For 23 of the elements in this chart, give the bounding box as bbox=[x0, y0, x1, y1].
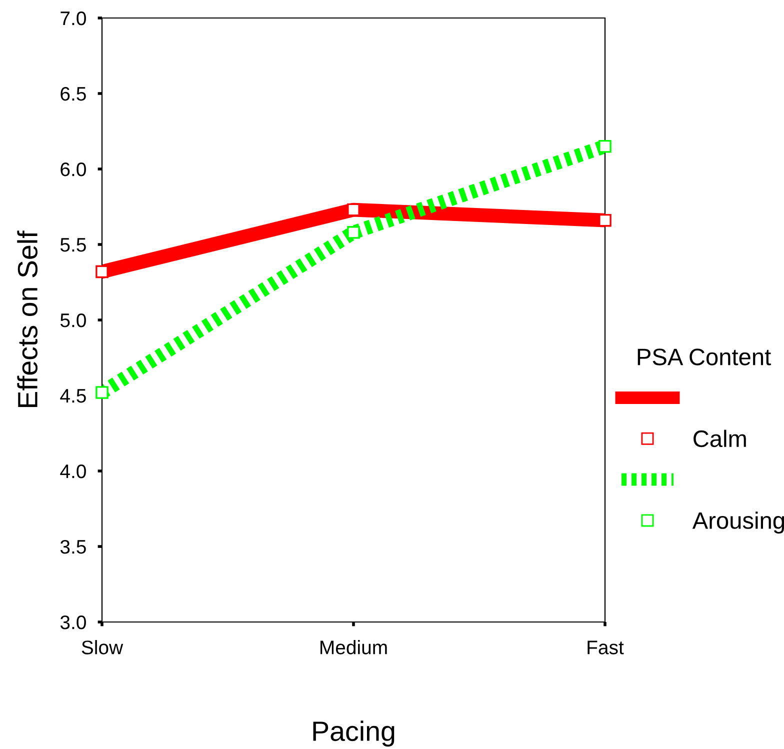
legend-title: PSA Content bbox=[638, 348, 771, 366]
y-tick-label: 4.5 bbox=[60, 389, 86, 403]
x-axis-title: Pacing bbox=[313, 720, 394, 747]
x-tick-label: Slow bbox=[82, 640, 124, 654]
y-axis-title: Effects on Self bbox=[17, 230, 38, 408]
y-tick-label: 6.5 bbox=[60, 86, 86, 101]
point bbox=[96, 265, 108, 278]
point bbox=[96, 386, 108, 399]
point bbox=[347, 226, 360, 239]
legend-label: Arousing bbox=[692, 512, 784, 534]
y-tick-label: 5.0 bbox=[60, 313, 86, 328]
legend-label: Calm bbox=[694, 430, 746, 448]
y-tick-label: 3.0 bbox=[60, 615, 86, 630]
x-tick-label: Fast bbox=[588, 640, 624, 654]
point bbox=[598, 140, 612, 153]
y-tick-label: 7.0 bbox=[60, 11, 86, 26]
x-tick-label: Medium bbox=[320, 640, 387, 654]
y-tick-label: 6.0 bbox=[60, 162, 86, 176]
y-tick-label: 5.5 bbox=[60, 238, 86, 252]
y-tick-label: 4.0 bbox=[60, 464, 86, 478]
y-tick-label: 3.5 bbox=[60, 540, 86, 554]
point bbox=[598, 214, 612, 227]
point bbox=[347, 203, 360, 216]
